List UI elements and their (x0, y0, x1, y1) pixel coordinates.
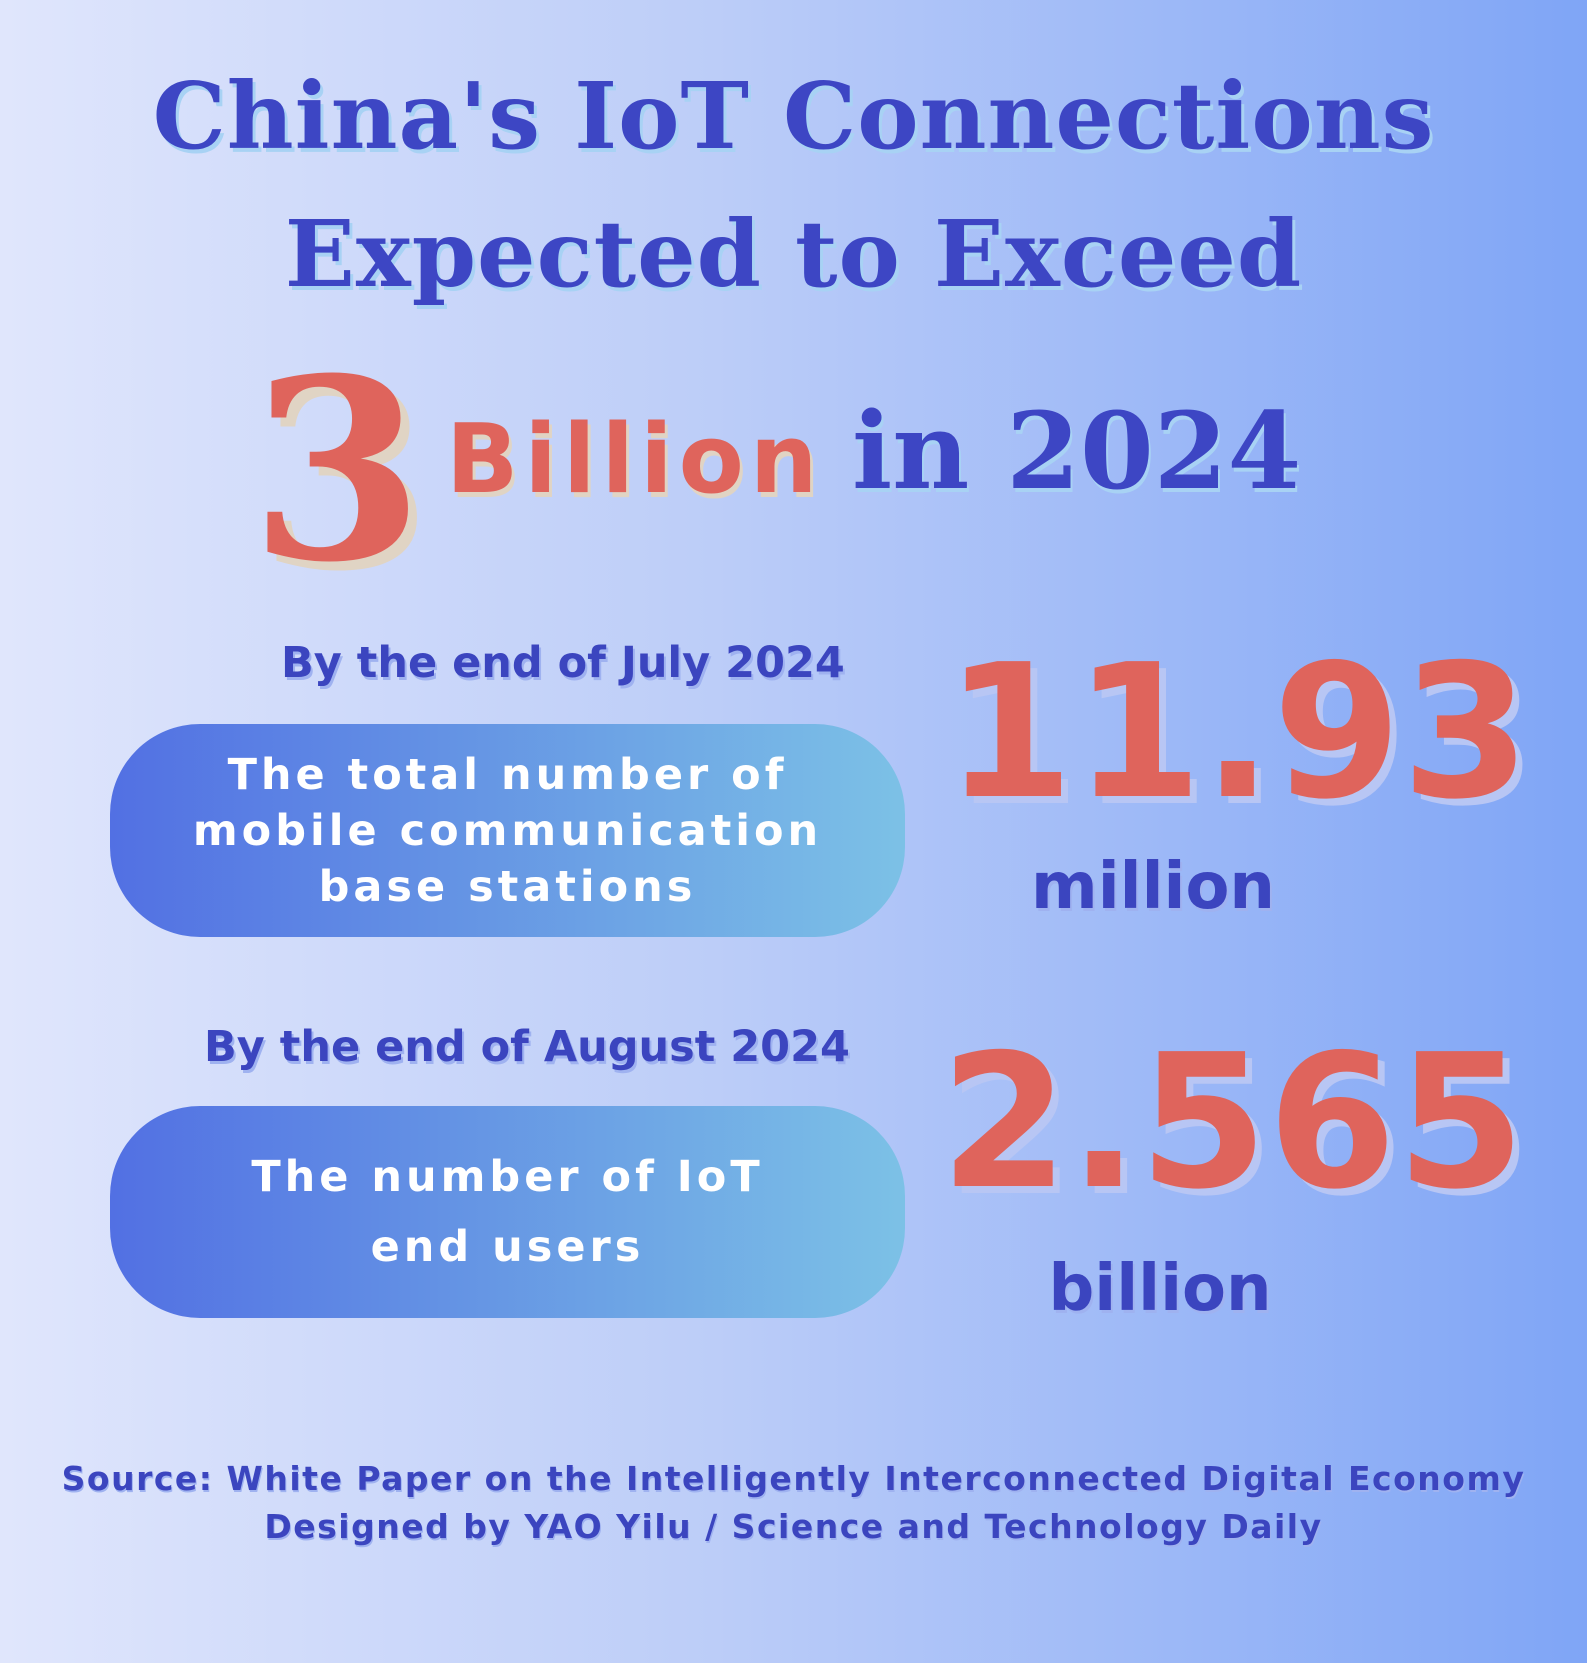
headline-unit: Billion (446, 405, 824, 515)
title-line-2: Expected to Exceed (284, 200, 1303, 308)
headline-suffix: in 2024 (852, 388, 1302, 513)
title-line-1: China's IoT Connections (152, 62, 1435, 170)
stat-1-value: 11.93 (945, 624, 1531, 840)
stat-1-label-line: mobile communication (192, 805, 823, 856)
stat-1-date: By the end of July 2024 (281, 638, 845, 688)
footer-credit: Designed by YAO Yilu / Science and Techn… (264, 1507, 1323, 1546)
stat-2-label-line: end users (370, 1222, 645, 1272)
stat-2-label-line: The number of IoT (251, 1152, 764, 1202)
footer-source: Source: White Paper on the Intelligently… (61, 1459, 1526, 1498)
stat-2-date: By the end of August 2024 (204, 1022, 850, 1072)
stat-2-label-pill: The number of IoT end users (110, 1106, 905, 1318)
stat-2-unit: billion (1048, 1252, 1272, 1326)
stat-1-label-pill: The total number of mobile communication… (110, 724, 905, 937)
headline-number: 3 (250, 323, 424, 617)
stat-1-label-line: base stations (318, 861, 697, 912)
stat-2-value: 2.565 (940, 1014, 1526, 1230)
stat-1-unit: million (1031, 850, 1275, 924)
stat-1-label-line: The total number of (227, 749, 788, 800)
